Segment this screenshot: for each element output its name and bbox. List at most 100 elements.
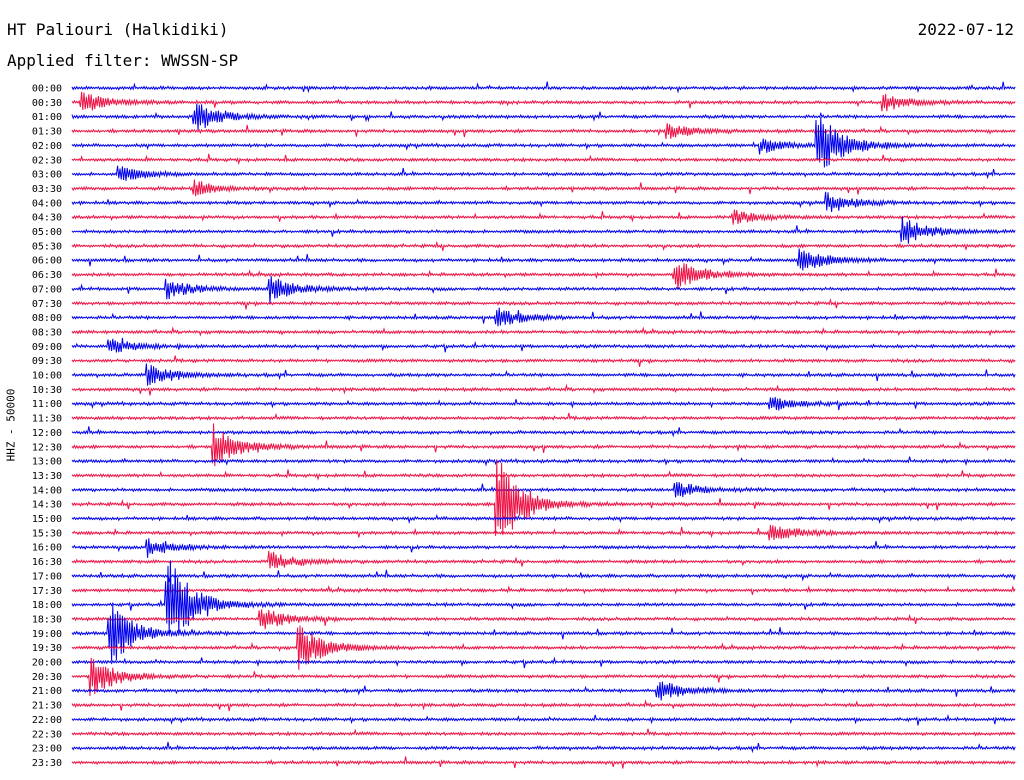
time-tick-label: 08:00 <box>32 313 62 324</box>
time-tick-label: 15:00 <box>32 514 62 525</box>
trace-row-2330 <box>71 756 1016 769</box>
time-tick-label: 11:00 <box>32 399 62 410</box>
trace-group <box>71 81 1016 769</box>
trace-row-0730 <box>71 298 1016 310</box>
trace-row-1330 <box>71 469 1016 481</box>
time-tick-label: 05:30 <box>32 241 62 252</box>
time-tick-label: 03:30 <box>32 184 62 195</box>
trace-row-1800 <box>71 560 1016 634</box>
time-tick-label: 04:30 <box>32 213 62 224</box>
trace-row-0330 <box>71 179 1016 197</box>
trace-row-2300 <box>71 741 1016 754</box>
trace-row-1900 <box>71 604 1016 662</box>
trace-row-1630 <box>71 550 1016 569</box>
time-tick-label: 22:30 <box>32 729 62 740</box>
trace-row-0300 <box>71 165 1016 181</box>
trace-row-1500 <box>71 514 1016 525</box>
time-tick-label: 16:00 <box>32 543 62 554</box>
trace-row-0100 <box>71 103 1016 131</box>
time-tick-label: 07:00 <box>32 284 62 295</box>
trace-row-2100 <box>71 681 1016 701</box>
time-tick-label: 15:30 <box>32 528 62 539</box>
trace-row-0630 <box>71 263 1016 290</box>
time-tick-label: 01:00 <box>32 112 62 123</box>
time-tick-label: 06:00 <box>32 256 62 267</box>
trace-row-0200 <box>71 117 1016 168</box>
trace-row-1230 <box>71 423 1016 467</box>
time-tick-label: 16:30 <box>32 557 62 568</box>
time-tick-label: 05:00 <box>32 227 62 238</box>
time-tick-label: 11:30 <box>32 414 62 425</box>
time-tick-label: 13:00 <box>32 457 62 468</box>
trace-row-0430 <box>71 209 1016 225</box>
trace-row-0130 <box>71 123 1016 139</box>
time-tick-label: 20:00 <box>32 658 62 669</box>
trace-row-1100 <box>71 396 1016 411</box>
trace-row-0930 <box>71 355 1016 367</box>
time-tick-label: 10:30 <box>32 385 62 396</box>
time-tick-label: 21:30 <box>32 701 62 712</box>
time-tick-label: 21:00 <box>32 686 62 697</box>
trace-row-0500 <box>71 216 1016 244</box>
trace-row-1930 <box>71 625 1016 670</box>
trace-row-1000 <box>71 363 1016 386</box>
trace-row-1730 <box>71 584 1016 595</box>
time-tick-label: 19:30 <box>32 643 62 654</box>
time-tick-label: 18:00 <box>32 600 62 611</box>
tick-label-group: 00:00 00:30 01:00 01:30 02:00 02:30 03:00 03:30… <box>32 84 62 769</box>
trace-row-1700 <box>71 569 1016 582</box>
trace-row-0600 <box>71 248 1016 271</box>
time-tick-label: 18:30 <box>32 614 62 625</box>
time-tick-label: 20:30 <box>32 672 62 683</box>
trace-row-0800 <box>71 307 1016 327</box>
time-tick-label: 17:00 <box>32 571 62 582</box>
time-tick-label: 14:30 <box>32 500 62 511</box>
time-tick-label: 10:00 <box>32 371 62 382</box>
trace-row-1130 <box>71 412 1016 421</box>
trace-row-1200 <box>71 426 1016 438</box>
time-tick-label: 19:00 <box>32 629 62 640</box>
time-tick-label: 23:30 <box>32 758 62 769</box>
trace-row-2230 <box>71 728 1016 737</box>
time-tick-label: 09:30 <box>32 356 62 367</box>
time-tick-label: 17:30 <box>32 586 62 597</box>
time-tick-label: 03:00 <box>32 170 62 181</box>
trace-row-0030 <box>71 91 1016 112</box>
time-tick-label: 07:30 <box>32 299 62 310</box>
trace-row-0700 <box>71 276 1016 304</box>
time-tick-label: 14:00 <box>32 485 62 496</box>
trace-row-2000 <box>71 656 1016 669</box>
trace-row-0000 <box>71 81 1016 94</box>
trace-row-1830 <box>71 609 1016 630</box>
time-tick-label: 23:00 <box>32 744 62 755</box>
time-tick-label: 08:30 <box>32 327 62 338</box>
trace-row-2200 <box>71 713 1016 726</box>
trace-row-0400 <box>71 191 1016 212</box>
time-tick-label: 02:30 <box>32 155 62 166</box>
trace-row-1530 <box>71 524 1016 541</box>
time-tick-label: 13:30 <box>32 471 62 482</box>
trace-row-1430 <box>71 460 1016 536</box>
time-tick-label: 04:00 <box>32 198 62 209</box>
trace-row-0900 <box>71 337 1016 353</box>
station-title: HT Paliouri (Halkidiki) <box>7 20 229 39</box>
time-tick-label: 12:00 <box>32 428 62 439</box>
trace-row-1300 <box>71 456 1016 467</box>
time-tick-label: 01:30 <box>32 127 62 138</box>
time-tick-label: 02:00 <box>32 141 62 152</box>
time-tick-label: 06:30 <box>32 270 62 281</box>
trace-row-2030 <box>71 657 1016 697</box>
filter-label: Applied filter: WWSSN-SP <box>7 51 239 70</box>
trace-row-1400 <box>71 482 1016 498</box>
trace-row-0530 <box>71 240 1016 251</box>
time-tick-label: 09:00 <box>32 342 62 353</box>
time-tick-label: 00:00 <box>32 84 62 95</box>
date-label: 2022-07-12 <box>917 20 1014 39</box>
trace-row-1600 <box>71 538 1016 558</box>
trace-row-0830 <box>71 326 1016 337</box>
trace-row-2130 <box>71 699 1016 712</box>
time-tick-label: 12:30 <box>32 442 62 453</box>
trace-row-1030 <box>71 383 1016 396</box>
trace-row-0230 <box>71 153 1016 166</box>
